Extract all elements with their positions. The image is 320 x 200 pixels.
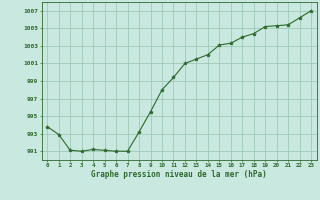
X-axis label: Graphe pression niveau de la mer (hPa): Graphe pression niveau de la mer (hPa) [91,170,267,179]
